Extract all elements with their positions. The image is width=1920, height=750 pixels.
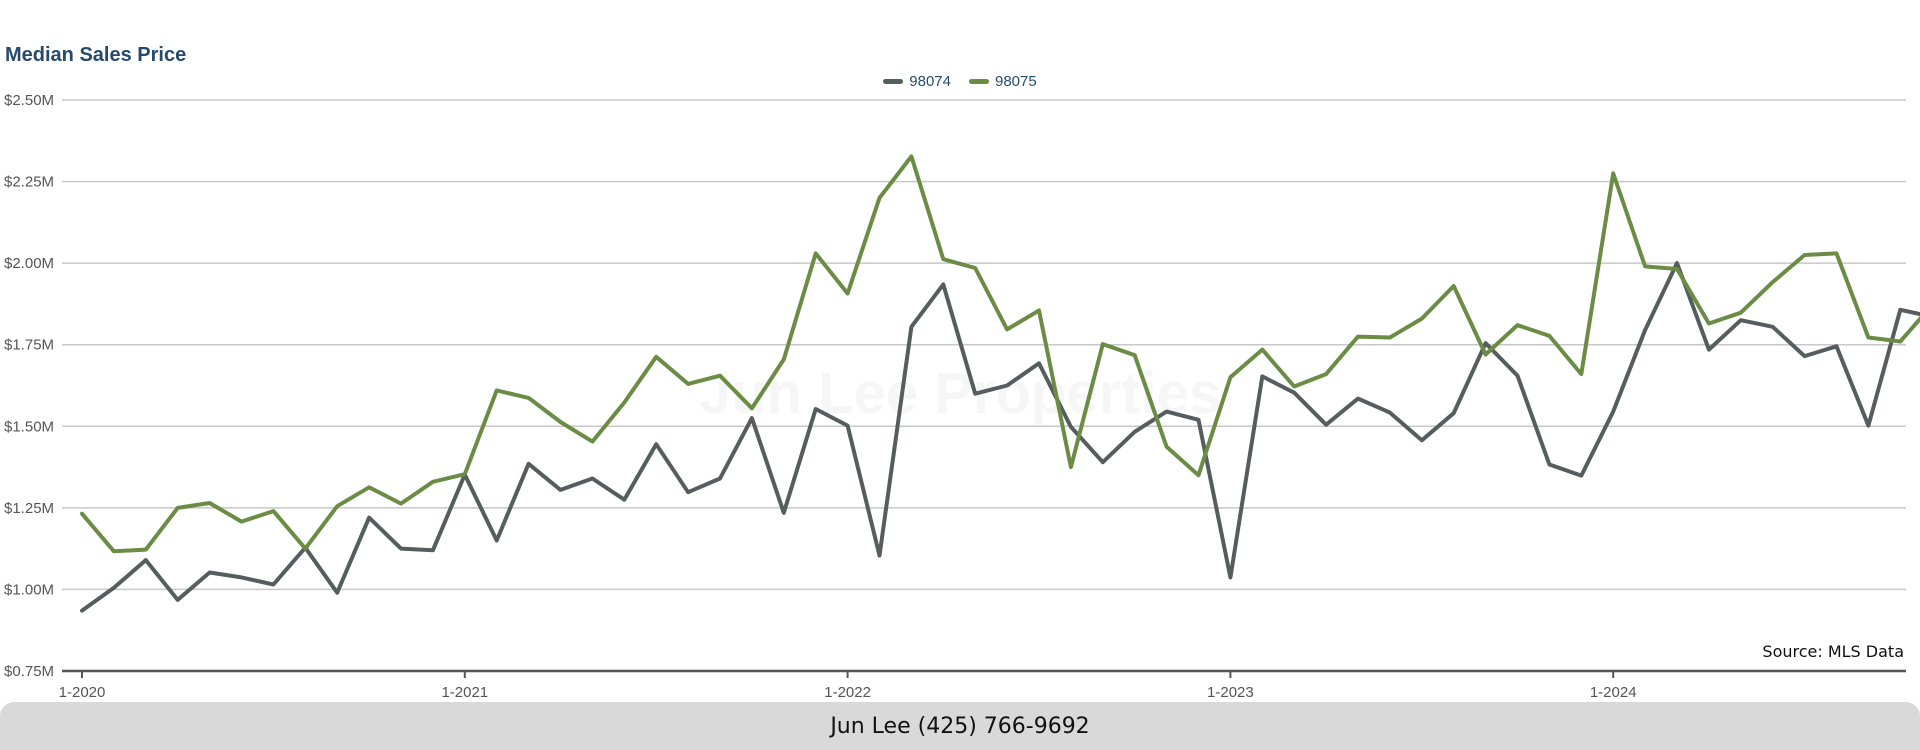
series-line-98075[interactable] <box>80 154 1920 554</box>
chart-title: Median Sales Price <box>5 44 187 66</box>
legend-label-98074: 98074 <box>909 73 951 90</box>
y-tick-label: $1.25M <box>4 500 54 517</box>
y-axis-ticks: $0.75M $1.00M $1.25M $1.50M $1.75M $2.00M $2.2… <box>4 92 54 680</box>
y-tick-label: $1.50M <box>4 418 54 435</box>
chart-legend: 98074 98075 <box>0 73 1920 90</box>
y-tick-label: $1.00M <box>4 581 54 598</box>
y-tick-label: $0.75M <box>4 663 54 680</box>
legend-item-98075[interactable]: 98075 <box>969 73 1037 90</box>
y-tick-label: $2.00M <box>4 255 54 272</box>
grid-lines <box>62 99 1906 591</box>
source-note: Source: MLS Data <box>1762 642 1904 661</box>
x-tick-label: 1-2020 <box>59 684 106 701</box>
legend-swatch-98075 <box>969 79 989 84</box>
legend-swatch-98074 <box>883 79 904 84</box>
x-tick-label: 1-2022 <box>824 684 871 701</box>
legend-item-98074[interactable]: 98074 <box>883 73 951 90</box>
x-tick-label: 1-2021 <box>441 684 488 701</box>
x-tick-label: 1-2024 <box>1590 684 1637 701</box>
series-lines <box>80 154 1920 613</box>
footer-bar: Jun Lee (425) 766-9692 <box>0 702 1920 750</box>
y-tick-label: $2.50M <box>4 92 54 109</box>
legend-label-98075: 98075 <box>995 73 1037 90</box>
footer-contact: Jun Lee (425) 766-9692 <box>830 713 1090 739</box>
y-tick-label: $1.75M <box>4 337 54 354</box>
line-chart: $0.75M $1.00M $1.25M $1.50M $1.75M $2.00M $2.2… <box>4 92 1920 701</box>
series-line-98074[interactable] <box>80 261 1920 613</box>
y-tick-label: $2.25M <box>4 174 54 191</box>
x-tick-label: 1-2023 <box>1207 684 1254 701</box>
